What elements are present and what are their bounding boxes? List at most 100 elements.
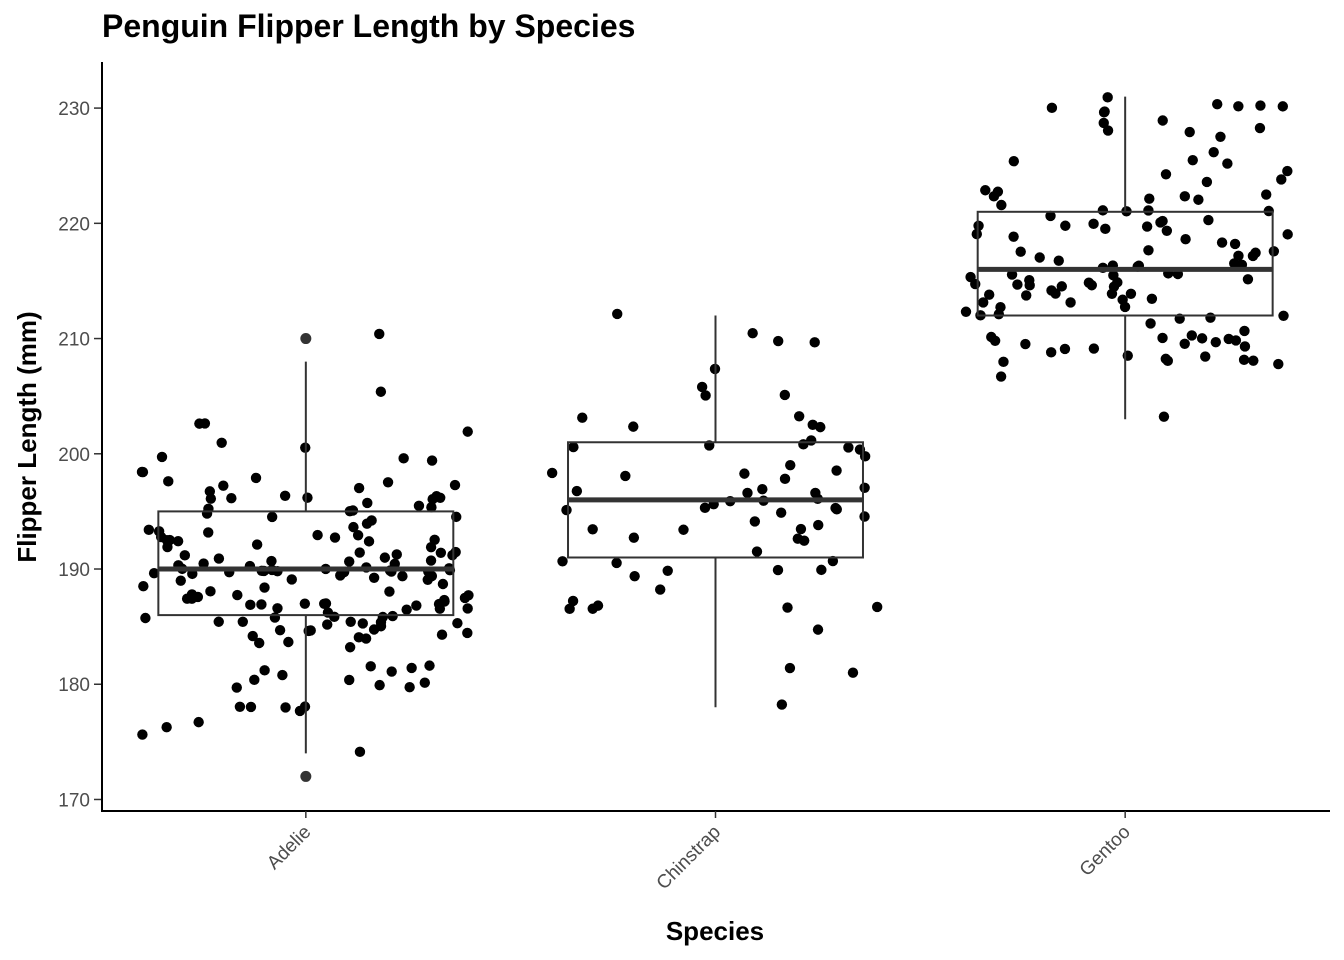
data-point bbox=[411, 600, 422, 611]
data-point bbox=[1208, 146, 1219, 158]
data-point bbox=[283, 636, 294, 648]
data-point bbox=[433, 598, 445, 610]
data-point bbox=[1179, 191, 1191, 202]
data-point bbox=[779, 473, 791, 485]
data-point bbox=[216, 437, 227, 448]
data-point bbox=[1239, 325, 1250, 337]
data-point bbox=[354, 746, 366, 758]
data-point bbox=[377, 611, 389, 623]
data-point bbox=[259, 665, 270, 676]
data-point bbox=[815, 421, 826, 433]
data-point bbox=[231, 682, 242, 693]
data-point bbox=[859, 451, 871, 462]
data-point bbox=[1006, 269, 1018, 280]
data-point bbox=[843, 442, 854, 453]
data-point bbox=[567, 595, 579, 607]
data-point bbox=[198, 558, 209, 569]
data-point bbox=[996, 199, 1007, 211]
data-point bbox=[250, 472, 262, 484]
data-point bbox=[655, 584, 666, 595]
data-point bbox=[245, 599, 256, 611]
data-point bbox=[148, 568, 160, 579]
data-point bbox=[294, 705, 306, 717]
data-point bbox=[322, 619, 333, 630]
data-point bbox=[436, 629, 448, 640]
data-point bbox=[193, 716, 204, 728]
data-point bbox=[812, 624, 824, 635]
data-point bbox=[368, 624, 380, 635]
data-point bbox=[1255, 100, 1266, 111]
data-point bbox=[785, 459, 796, 471]
data-point bbox=[1248, 355, 1259, 366]
data-point bbox=[1193, 194, 1204, 205]
data-point bbox=[1162, 355, 1173, 367]
data-point bbox=[577, 412, 588, 423]
data-point bbox=[384, 586, 395, 597]
data-point bbox=[424, 660, 435, 671]
data-point bbox=[611, 557, 622, 569]
data-point bbox=[266, 511, 278, 523]
data-point bbox=[751, 546, 763, 557]
data-point bbox=[1187, 154, 1198, 166]
data-point bbox=[218, 480, 229, 491]
data-point bbox=[809, 337, 820, 348]
data-point bbox=[1282, 165, 1293, 177]
data-point bbox=[1020, 338, 1031, 350]
data-point bbox=[329, 532, 341, 543]
data-point bbox=[1238, 354, 1250, 366]
data-point bbox=[299, 598, 311, 609]
y-tick-label: 170 bbox=[58, 790, 90, 811]
data-point bbox=[1088, 218, 1099, 230]
data-point bbox=[1179, 338, 1190, 349]
data-point bbox=[998, 356, 1009, 368]
data-point bbox=[348, 521, 359, 533]
data-point bbox=[344, 556, 355, 567]
data-point bbox=[699, 502, 711, 514]
data-point bbox=[194, 418, 205, 429]
data-point bbox=[620, 470, 631, 482]
data-point bbox=[459, 592, 471, 604]
data-point bbox=[816, 564, 827, 576]
data-point bbox=[742, 487, 753, 499]
data-point bbox=[696, 381, 708, 393]
data-point bbox=[1046, 285, 1057, 296]
data-point bbox=[1233, 101, 1244, 112]
data-point bbox=[274, 624, 286, 636]
data-point bbox=[319, 598, 330, 610]
data-point bbox=[810, 487, 821, 499]
y-ticks: 170 180 190 200 210 220 230 bbox=[58, 99, 101, 811]
data-point bbox=[813, 519, 824, 531]
data-point bbox=[205, 586, 216, 597]
data-point bbox=[449, 479, 461, 491]
data-point bbox=[757, 483, 768, 495]
data-point bbox=[784, 662, 796, 674]
x-ticks: Adelie Chinstrap Gentoo bbox=[263, 811, 1135, 894]
x-tick-label: Adelie bbox=[263, 822, 315, 874]
data-point bbox=[204, 486, 216, 497]
data-point bbox=[375, 386, 387, 397]
data-point bbox=[1276, 174, 1287, 185]
data-point bbox=[425, 555, 437, 566]
data-point bbox=[628, 532, 640, 543]
data-point bbox=[1239, 341, 1251, 352]
data-point bbox=[1145, 318, 1156, 329]
data-point bbox=[1088, 343, 1100, 354]
data-point bbox=[776, 699, 788, 710]
data-point bbox=[1205, 312, 1216, 323]
y-tick-label: 230 bbox=[58, 99, 90, 120]
data-point bbox=[251, 539, 263, 550]
data-point bbox=[1097, 205, 1109, 216]
data-point bbox=[678, 524, 689, 535]
data-point bbox=[404, 682, 415, 693]
data-point bbox=[587, 603, 598, 614]
data-point bbox=[232, 589, 243, 601]
data-point bbox=[391, 549, 402, 560]
data-point bbox=[1102, 125, 1114, 136]
data-point bbox=[1102, 92, 1113, 103]
boxplot-chinstrap bbox=[567, 315, 864, 708]
data-point bbox=[587, 524, 598, 535]
data-point bbox=[871, 601, 883, 613]
boxplots bbox=[157, 96, 1274, 782]
data-point bbox=[398, 453, 409, 464]
data-point bbox=[1282, 229, 1293, 240]
